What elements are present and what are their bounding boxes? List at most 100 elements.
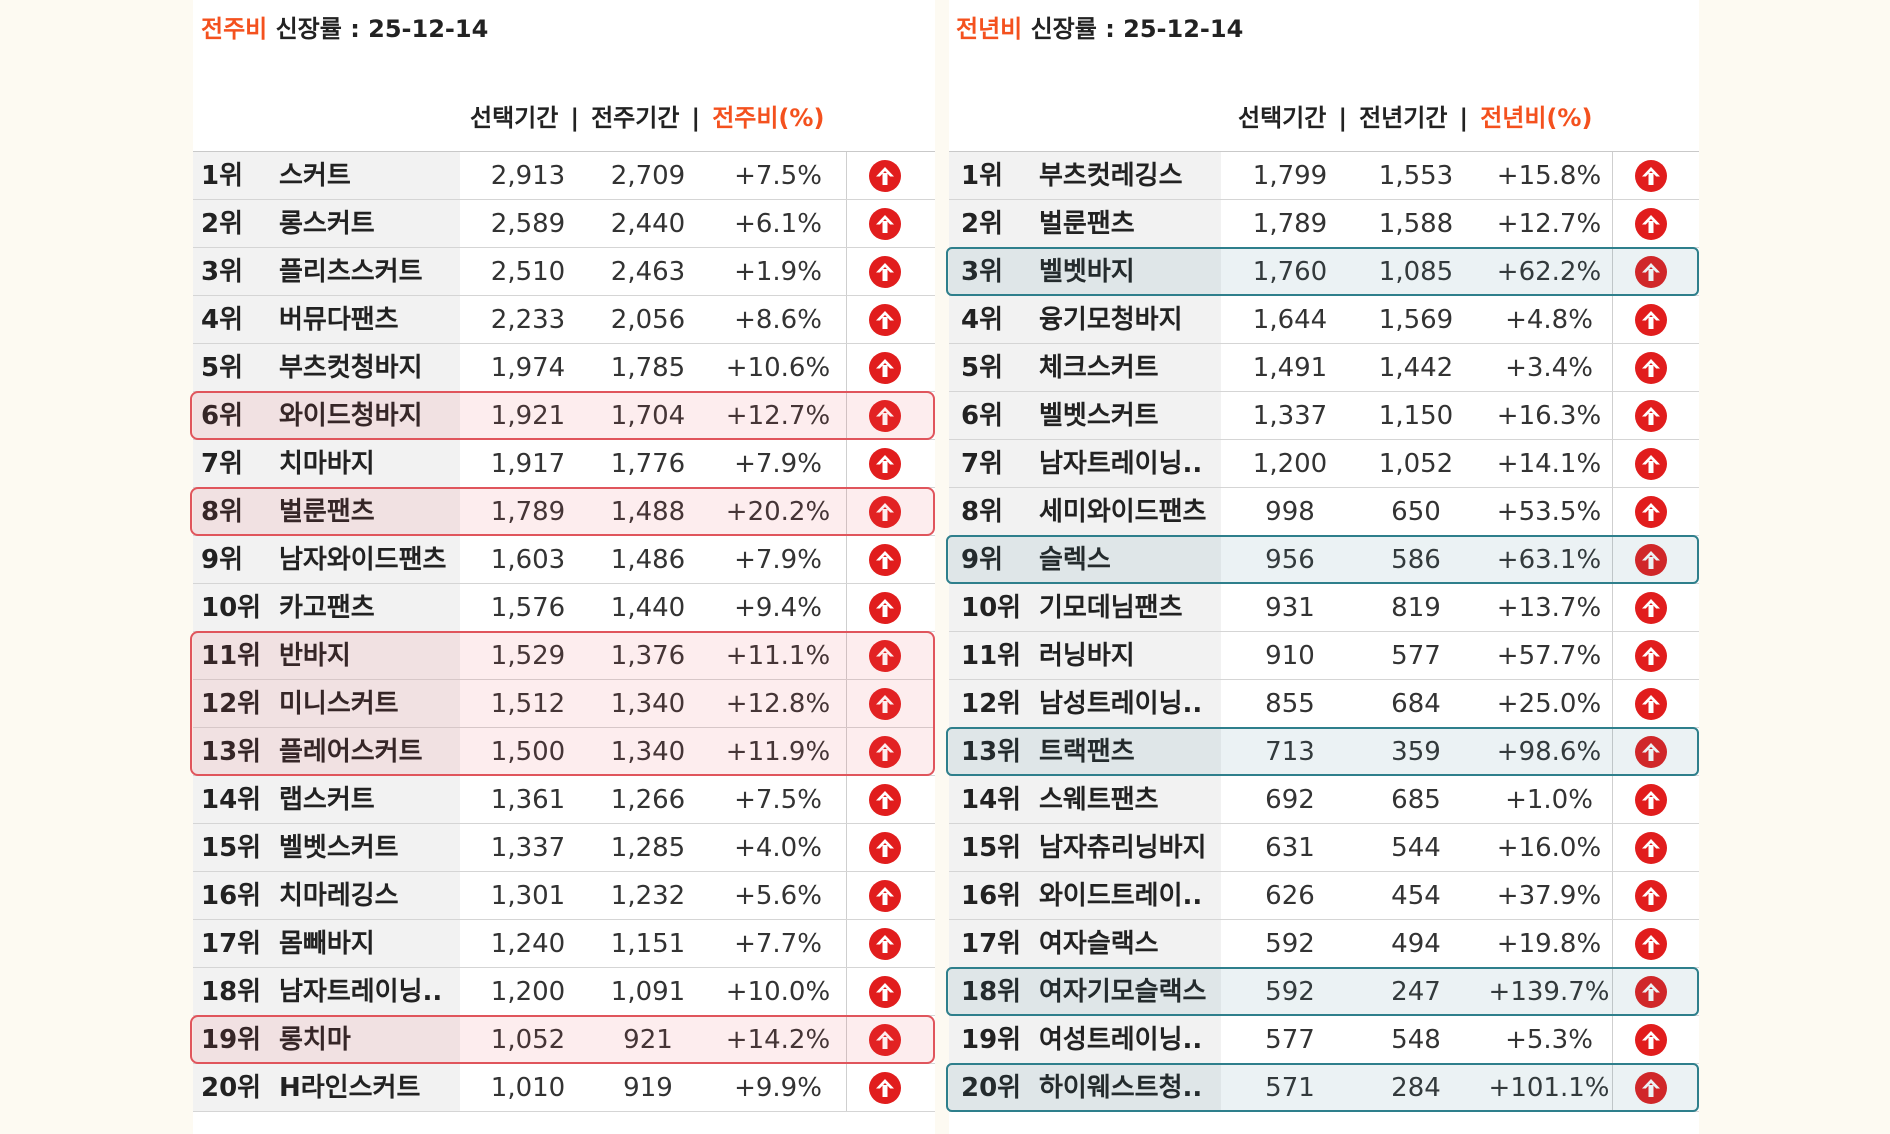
keyword-name: 남자트레이닝.. <box>1039 449 1203 479</box>
selected-period-value: 1,010 <box>490 1073 566 1103</box>
table-row: 8위 벌룬팬츠 1,789 1,488 +20.2% <box>193 488 935 536</box>
row-label-background <box>949 1016 1221 1063</box>
compare-period-value: 819 <box>1391 593 1441 623</box>
arrow-up-circle-icon <box>1635 544 1667 576</box>
growth-ratio-value: +16.0% <box>1496 833 1602 863</box>
row-label-background <box>949 392 1221 439</box>
compare-period-value: 1,440 <box>610 593 686 623</box>
weekly-col-ratio: 전주비(%) <box>712 104 825 132</box>
compare-period-value: 1,785 <box>610 353 686 383</box>
column-divider <box>846 776 847 823</box>
selected-period-value: 592 <box>1265 929 1315 959</box>
keyword-name: 부츠컷청바지 <box>279 353 423 383</box>
compare-period-value: 650 <box>1391 497 1441 527</box>
rank-label: 2위 <box>961 209 1004 239</box>
table-row: 7위 치마바지 1,917 1,776 +7.9% <box>193 440 935 488</box>
column-divider <box>1612 200 1613 247</box>
arrow-up-circle-icon <box>869 592 901 624</box>
rank-label: 14위 <box>961 785 1022 815</box>
yearly-col-ratio: 전년비(%) <box>1480 104 1593 132</box>
keyword-name: 슬렉스 <box>1039 545 1111 575</box>
row-label-background <box>193 872 460 919</box>
growth-ratio-value: +57.7% <box>1496 641 1602 671</box>
column-divider <box>846 632 847 679</box>
yearly-ranking-panel: 전년비 신장률 : 25-12-14 선택기간 | 전년기간 | 전년비(%) 1위 부츠… <box>946 0 1699 1134</box>
column-divider <box>1612 344 1613 391</box>
compare-period-value: 2,463 <box>610 257 686 287</box>
arrow-up-circle-icon <box>1635 832 1667 864</box>
keyword-name: 벨벳바지 <box>1039 257 1135 287</box>
arrow-up-circle-icon <box>1635 640 1667 672</box>
compare-period-value: 2,056 <box>610 305 686 335</box>
col-separator: | <box>570 104 580 132</box>
rank-label: 4위 <box>201 305 244 335</box>
keyword-name: 와이드청바지 <box>279 401 423 431</box>
row-label-background <box>193 680 460 727</box>
selected-period-value: 1,240 <box>490 929 566 959</box>
compare-period-value: 284 <box>1391 1073 1441 1103</box>
table-row: 16위 와이드트레이.. 626 454 +37.9% <box>949 872 1699 920</box>
row-label-background <box>193 344 460 391</box>
arrow-up-circle-icon <box>1635 688 1667 720</box>
row-label-background <box>949 344 1221 391</box>
row-label-background <box>193 1016 460 1063</box>
weekly-title-accent: 전주비 <box>201 15 268 43</box>
compare-period-value: 684 <box>1391 689 1441 719</box>
rank-label: 16위 <box>961 881 1022 911</box>
weekly-title-text: 신장률 : 25-12-14 <box>267 15 489 43</box>
table-row: 13위 플레어스커트 1,500 1,340 +11.9% <box>193 728 935 776</box>
arrow-up-circle-icon <box>869 160 901 192</box>
growth-ratio-value: +7.9% <box>734 545 822 575</box>
yearly-title-accent: 전년비 <box>956 15 1023 43</box>
rank-label: 15위 <box>961 833 1022 863</box>
selected-period-value: 1,974 <box>490 353 566 383</box>
selected-period-value: 998 <box>1265 497 1315 527</box>
weekly-col-compare: 전주기간 <box>591 104 680 132</box>
selected-period-value: 571 <box>1265 1073 1315 1103</box>
table-row: 17위 여자슬랙스 592 494 +19.8% <box>949 920 1699 968</box>
keyword-name: 여성트레이닝.. <box>1039 1025 1203 1055</box>
compare-period-value: 1,091 <box>610 977 686 1007</box>
selected-period-value: 1,576 <box>490 593 566 623</box>
growth-ratio-value: +10.0% <box>725 977 831 1007</box>
table-row: 18위 남자트레이닝.. 1,200 1,091 +10.0% <box>193 968 935 1016</box>
table-row: 17위 몸빼바지 1,240 1,151 +7.7% <box>193 920 935 968</box>
arrow-up-circle-icon <box>869 400 901 432</box>
row-label-background <box>949 968 1221 1015</box>
arrow-up-circle-icon <box>869 448 901 480</box>
growth-ratio-value: +13.7% <box>1496 593 1602 623</box>
column-divider <box>1612 824 1613 871</box>
compare-period-value: 1,569 <box>1378 305 1454 335</box>
growth-ratio-value: +16.3% <box>1496 401 1602 431</box>
keyword-name: 남성트레이닝.. <box>1039 689 1203 719</box>
selected-period-value: 2,510 <box>490 257 566 287</box>
column-divider <box>1612 584 1613 631</box>
col-separator: | <box>1338 104 1348 132</box>
rank-label: 11위 <box>961 641 1022 671</box>
selected-period-value: 855 <box>1265 689 1315 719</box>
selected-period-value: 956 <box>1265 545 1315 575</box>
keyword-name: 반바지 <box>279 641 351 671</box>
compare-period-value: 359 <box>1391 737 1441 767</box>
selected-period-value: 1,760 <box>1252 257 1328 287</box>
row-label-background <box>193 488 460 535</box>
rank-label: 16위 <box>201 881 262 911</box>
growth-ratio-value: +9.4% <box>734 593 822 623</box>
column-divider <box>846 824 847 871</box>
row-label-background <box>949 536 1221 583</box>
keyword-name: 치마레깅스 <box>279 881 399 911</box>
keyword-name: 러닝바지 <box>1039 641 1135 671</box>
rank-label: 15위 <box>201 833 262 863</box>
growth-ratio-value: +11.9% <box>725 737 831 767</box>
growth-ratio-value: +3.4% <box>1505 353 1593 383</box>
row-label-background <box>193 776 460 823</box>
row-label-background <box>949 680 1221 727</box>
rank-label: 1위 <box>961 161 1004 191</box>
column-divider <box>846 1016 847 1063</box>
rank-label: 10위 <box>961 593 1022 623</box>
row-label-background <box>949 776 1221 823</box>
column-divider <box>1612 776 1613 823</box>
growth-ratio-value: +4.0% <box>734 833 822 863</box>
column-divider <box>846 152 847 199</box>
rank-label: 8위 <box>961 497 1004 527</box>
